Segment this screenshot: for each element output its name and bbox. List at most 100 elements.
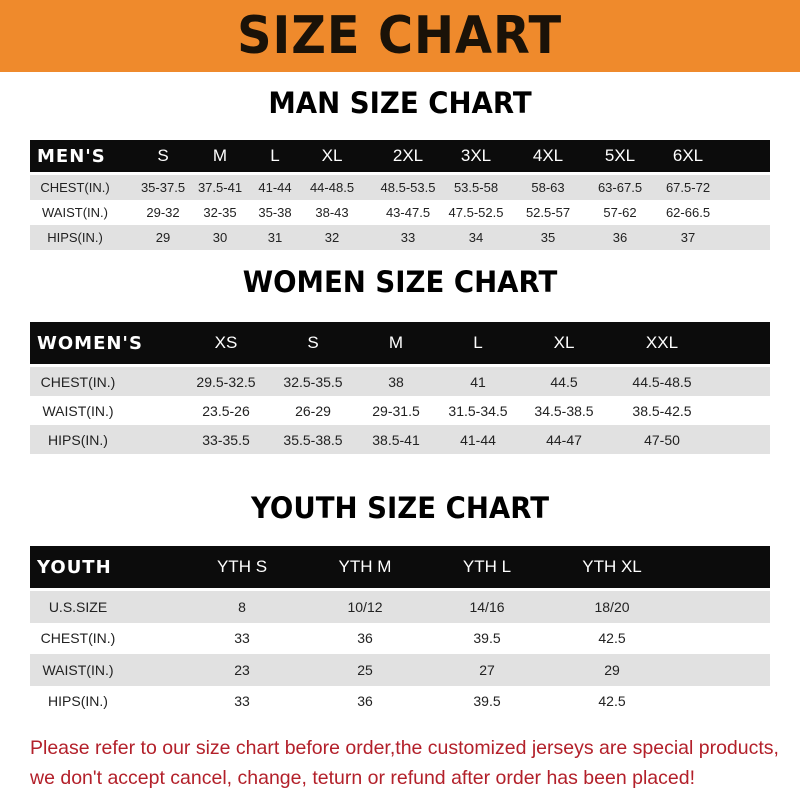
measurement-value: 30 xyxy=(212,230,228,245)
size-header: XL xyxy=(321,146,343,165)
measurement-value: 41 xyxy=(470,373,486,390)
measurement-value: 10/12 xyxy=(347,598,383,615)
size-header: 3XL xyxy=(460,146,492,165)
table-row: HIPS(IN.) 33 36 39.5 42.5 xyxy=(30,685,770,717)
measurement-value: 47-50 xyxy=(644,431,680,448)
table-row: WAIST(IN.) 23.5-26 26-29 29-31.5 31.5-34.5 34… xyxy=(30,396,770,425)
measurement-value: 53.5-58 xyxy=(453,180,499,195)
size-header: M xyxy=(212,146,228,165)
measurement-label: CHEST(IN.) xyxy=(40,373,116,390)
measurement-value: 38.5-41 xyxy=(372,431,420,448)
size-header: YTH XL xyxy=(582,557,642,576)
measurement-value: 32 xyxy=(324,230,340,245)
measurement-label: CHEST(IN.) xyxy=(40,180,110,195)
measurement-value: 35.5-38.5 xyxy=(283,431,343,448)
measurement-value: 36 xyxy=(357,693,373,710)
measurement-value: 38.5-42.5 xyxy=(632,402,692,419)
measurement-value: 33 xyxy=(234,693,250,710)
measurement-value: 23 xyxy=(234,661,250,678)
measurement-value: 44.5-48.5 xyxy=(632,373,692,390)
measurement-label: HIPS(IN.) xyxy=(47,230,103,245)
table-row: HIPS(IN.) 29 30 31 32 33 34 35 36 37 xyxy=(30,225,770,250)
measurement-value: 35-38 xyxy=(258,205,292,220)
table-header-row: WOMEN'S XS S M L XL XXL xyxy=(30,322,770,364)
size-header: 4XL xyxy=(532,146,564,165)
table-row: U.S.SIZE 8 10/12 14/16 18/20 xyxy=(30,591,770,623)
measurement-value: 41-44 xyxy=(460,431,496,448)
measurement-value: 41-44 xyxy=(258,180,292,195)
measurement-value: 29 xyxy=(604,661,620,678)
youth-section-title: YOUTH SIZE CHART xyxy=(250,491,550,525)
table-row: WAIST(IN.) 23 25 27 29 xyxy=(30,654,770,686)
table-row: CHEST(IN.) 29.5-32.5 32.5-35.5 38 41 44.5 44.5… xyxy=(30,367,770,396)
size-header: YTH L xyxy=(462,557,512,576)
notice-line-1: Please refer to our size chart before or… xyxy=(30,737,779,759)
measurement-value: 29-31.5 xyxy=(372,402,420,419)
measurement-value: 29.5-32.5 xyxy=(196,373,256,390)
order-notice: Please refer to our size chart before or… xyxy=(30,733,790,793)
measurement-value: 32-35 xyxy=(203,205,237,220)
measurement-value: 44.5 xyxy=(550,373,578,390)
measurement-value: 35 xyxy=(540,230,556,245)
measurement-value: 58-63 xyxy=(531,180,565,195)
measurement-value: 29 xyxy=(155,230,171,245)
measurement-value: 43-47.5 xyxy=(385,205,431,220)
measurement-label: CHEST(IN.) xyxy=(40,630,116,647)
table-corner-label: MEN'S xyxy=(37,145,106,167)
measurement-value: 57-62 xyxy=(603,205,637,220)
size-header: M xyxy=(388,333,404,352)
youth-size-table: YOUTH YTH S YTH M YTH L YTH XL U.S.SIZE 8 10/12… xyxy=(30,546,770,717)
measurement-value: 48.5-53.5 xyxy=(380,180,436,195)
measurement-value: 38-43 xyxy=(315,205,349,220)
measurement-value: 31.5-34.5 xyxy=(448,402,508,419)
measurement-label: U.S.SIZE xyxy=(48,598,108,615)
measurement-value: 33 xyxy=(400,230,416,245)
women-section-title: WOMEN SIZE CHART xyxy=(242,265,558,299)
size-header: L xyxy=(473,333,483,352)
table-header-row: YOUTH YTH S YTH M YTH L YTH XL xyxy=(30,546,770,588)
measurement-value: 63-67.5 xyxy=(597,180,643,195)
size-header: XS xyxy=(214,333,238,352)
table-row: WAIST(IN.) 29-32 32-35 35-38 38-43 43-47.5 47.… xyxy=(30,200,770,225)
measurement-value: 33-35.5 xyxy=(202,431,250,448)
page-title: SIZE CHART xyxy=(237,6,563,66)
measurement-value: 36 xyxy=(357,630,373,647)
measurement-label: WAIST(IN.) xyxy=(42,661,114,678)
measurement-value: 36 xyxy=(612,230,628,245)
table-header-row: MEN'S S M L XL 2XL 3XL 4XL 5XL 6XL xyxy=(30,140,770,172)
measurement-label: HIPS(IN.) xyxy=(48,693,108,710)
measurement-value: 42.5 xyxy=(598,693,626,710)
size-header: XL xyxy=(553,333,575,352)
measurement-value: 25 xyxy=(357,661,373,678)
table-row: CHEST(IN.) 35-37.5 37.5-41 41-44 44-48.5 48.5… xyxy=(30,175,770,200)
size-header: 6XL xyxy=(672,146,704,165)
measurement-label: HIPS(IN.) xyxy=(48,431,108,448)
size-header: XXL xyxy=(645,333,679,352)
measurement-value: 26-29 xyxy=(295,402,331,419)
size-header: L xyxy=(270,146,280,165)
measurement-value: 37 xyxy=(680,230,696,245)
women-size-table: WOMEN'S XS S M L XL XXL CHEST(IN.) 29.5-32.5 32.5… xyxy=(30,322,770,454)
measurement-value: 34 xyxy=(468,230,484,245)
measurement-value: 14/16 xyxy=(469,598,505,615)
notice-line-2: we don't accept cancel, change, teturn o… xyxy=(30,767,695,789)
table-corner-label: YOUTH xyxy=(37,556,112,578)
measurement-value: 29-32 xyxy=(146,205,180,220)
men-size-table: MEN'S S M L XL 2XL 3XL 4XL 5XL 6XL CHEST(IN.) 35-37… xyxy=(30,140,770,250)
measurement-value: 67.5-72 xyxy=(665,180,711,195)
measurement-label: WAIST(IN.) xyxy=(42,402,114,419)
measurement-value: 47.5-52.5 xyxy=(448,205,504,220)
measurement-value: 33 xyxy=(234,630,250,647)
header-banner: SIZE CHART xyxy=(0,0,800,72)
table-row: HIPS(IN.) 33-35.5 35.5-38.5 38.5-41 41-44 44-… xyxy=(30,425,770,454)
size-header: S xyxy=(307,333,319,352)
measurement-value: 39.5 xyxy=(473,693,501,710)
men-section-title: MAN SIZE CHART xyxy=(268,86,532,120)
size-header: 2XL xyxy=(392,146,424,165)
measurement-value: 52.5-57 xyxy=(525,205,571,220)
measurement-value: 62-66.5 xyxy=(665,205,711,220)
measurement-value: 8 xyxy=(238,598,246,615)
measurement-value: 42.5 xyxy=(598,630,626,647)
table-corner-label: WOMEN'S xyxy=(37,332,143,354)
size-header: YTH M xyxy=(338,557,392,576)
